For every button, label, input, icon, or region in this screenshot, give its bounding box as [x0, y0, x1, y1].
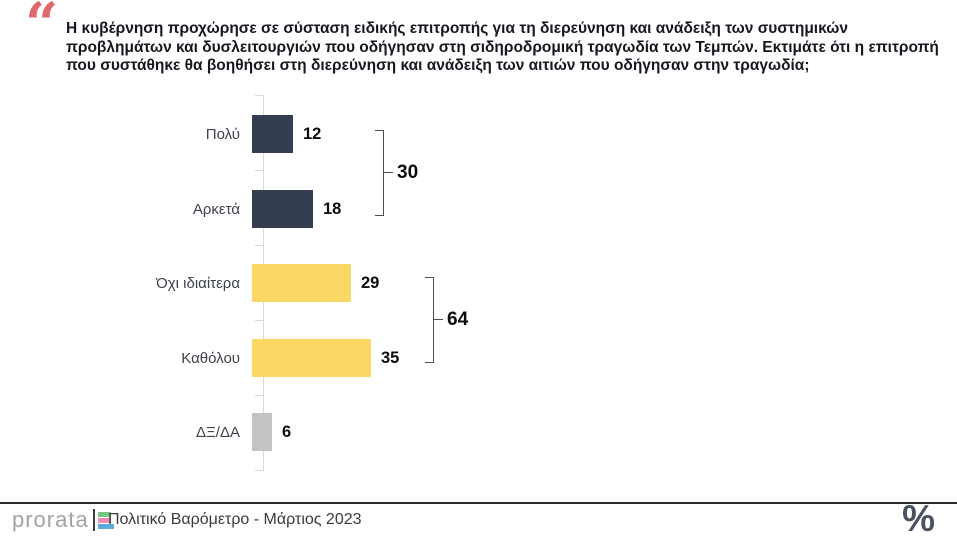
axis-tick	[255, 470, 264, 471]
axis-tick	[255, 320, 264, 321]
bar-oxi-idiaitera	[252, 264, 351, 302]
prorata-logo-text: prorata	[12, 507, 89, 532]
axis-tick	[255, 245, 264, 246]
group-bracket-tick	[434, 319, 443, 320]
category-label: Καθόλου	[181, 349, 240, 367]
bar-row: Πολύ 12	[0, 115, 321, 153]
group-bracket-bottom-two	[425, 277, 434, 363]
axis-tick	[255, 395, 264, 396]
prorata-logo-separator	[92, 509, 96, 531]
value-label: 35	[381, 348, 400, 367]
prorata-logo: prorata	[12, 507, 115, 533]
bar-row: Όχι ιδιαίτερα 29	[0, 264, 379, 302]
value-label: 29	[361, 273, 380, 292]
axis-tick	[255, 170, 264, 171]
question-text: Η κυβέρνηση προχώρησε σε σύσταση ειδικής…	[66, 20, 939, 75]
value-label: 18	[323, 199, 342, 218]
group-bracket-top-two	[375, 130, 384, 216]
category-label: Πολύ	[205, 125, 240, 143]
category-label: Αρκετά	[192, 200, 240, 218]
bar-poly	[252, 115, 293, 153]
axis-tick	[255, 95, 264, 96]
category-label: Όχι ιδιαίτερα	[156, 274, 240, 292]
value-label: 12	[303, 124, 322, 143]
group-total-label: 64	[447, 309, 469, 330]
footer-source-label: Πολιτικό Βαρόμετρο - Μάρτιος 2023	[108, 511, 362, 528]
value-label: 6	[282, 422, 292, 441]
category-label: ΔΞ/ΔΑ	[196, 423, 240, 441]
prorata-logo-bars-icon	[98, 511, 115, 529]
bar-row: ΔΞ/ΔΑ 6	[0, 413, 291, 451]
bar-row: Αρκετά 18	[0, 190, 341, 228]
footer-divider	[0, 502, 957, 504]
bar-dx-da	[252, 413, 272, 451]
bar-arketa	[252, 190, 313, 228]
quote-icon: “	[25, 0, 59, 58]
group-bracket-tick	[384, 172, 393, 173]
bar-row: Καθόλου 35	[0, 339, 399, 377]
bar-katholou	[252, 339, 371, 377]
group-total-label: 30	[397, 162, 419, 183]
percent-mark-icon: %	[902, 498, 935, 539]
